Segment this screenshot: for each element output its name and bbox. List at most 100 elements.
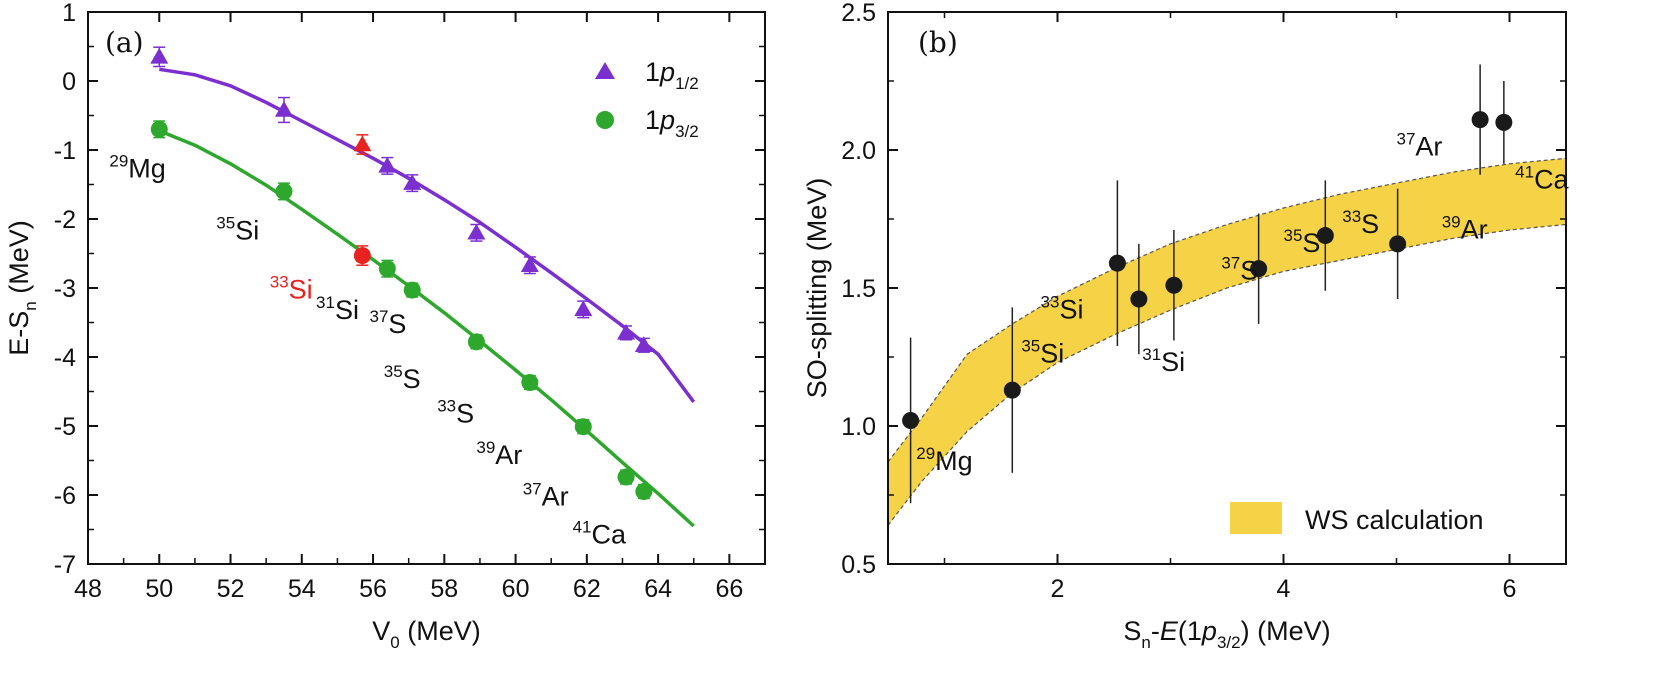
x-tick-label: 64 [644, 575, 672, 603]
legend-label: WS calculation [1305, 505, 1484, 535]
data-point-triangle [378, 156, 397, 173]
nucleus-label: 39Ar [1442, 212, 1488, 244]
axis-title-part: S [1123, 616, 1141, 646]
axis-title-italic: p [1201, 616, 1217, 646]
axis-title-part: E-S [4, 311, 34, 356]
data-point-circle [150, 120, 168, 138]
panel-a: 48 50 52 54 56 58 60 62 64 66 -7 -6 -5 -4 -3 -2 -1 0 1 29Mg… [4, 0, 766, 652]
y-tick-label: 0 [62, 68, 76, 96]
plot-frame [87, 11, 766, 565]
element-symbol: S [1361, 209, 1379, 239]
legend-text-sub: 1/2 [675, 74, 699, 93]
element-symbol: Ar [1415, 132, 1442, 162]
nucleus-label: 33S [1342, 207, 1379, 239]
nucleus-label: 31Si [316, 293, 359, 325]
data-point-circle [521, 374, 539, 392]
mass-number: 33 [1342, 207, 1361, 226]
mass-number: 35 [216, 214, 235, 233]
mass-number: 29 [916, 444, 935, 463]
y-tick-label: -4 [54, 344, 76, 372]
nucleus-label: 37S [369, 307, 406, 339]
x-tick-label: 62 [573, 575, 601, 603]
data-point-triangle [574, 300, 593, 317]
y-tick-label: -2 [54, 206, 76, 234]
data-point-circle [1165, 276, 1183, 294]
y-tick-label: -7 [54, 551, 76, 579]
y-tick-label: 0.5 [841, 551, 876, 579]
element-symbol: Si [235, 216, 259, 246]
panel-label: (a) [105, 26, 144, 59]
x-tick-label: 2 [1051, 575, 1065, 603]
legend-marker-triangle [595, 62, 615, 79]
axis-title-part: (MeV) [400, 616, 481, 646]
x-tick-label: 66 [715, 575, 743, 603]
data-point-circle [1471, 111, 1489, 129]
nucleus-label: 29Mg [916, 444, 972, 476]
nucleus-label: 37Ar [1397, 130, 1443, 162]
axis-title-sub: 3/2 [1217, 633, 1241, 652]
fit-curve [159, 67, 696, 403]
element-symbol: Ar [495, 440, 522, 470]
axis-title-part: ) (MeV) [1241, 616, 1331, 646]
element-symbol: Ca [592, 519, 627, 549]
plot-frame [887, 11, 1567, 565]
mass-number: 35 [384, 362, 403, 381]
mass-number: 31 [1142, 345, 1161, 364]
y-tick-label: -6 [54, 482, 76, 510]
legend-text-italic: p [659, 57, 675, 87]
element-symbol: S [1240, 256, 1258, 286]
element-symbol: Mg [128, 154, 166, 184]
legend-text-sub: 3/2 [675, 122, 699, 141]
mass-number: 33 [1041, 292, 1060, 311]
mass-number: 33 [437, 397, 456, 416]
x-tick-label: 6 [1503, 575, 1517, 603]
nucleus-label: 35Si [216, 214, 259, 246]
element-symbol: S [456, 399, 474, 429]
axis-title-sub: n [1141, 633, 1150, 652]
mass-number: 39 [476, 438, 495, 457]
element-symbol: Si [1161, 347, 1185, 377]
mass-number: 37 [369, 307, 388, 326]
nucleus-label: 33Si [270, 272, 313, 304]
axis-title-part: - [1151, 616, 1160, 646]
y-tick-label: 1 [62, 0, 76, 27]
panel-label: (b) [918, 26, 958, 59]
nucleus-label: 41Ca [1515, 163, 1569, 195]
data-point-triangle [634, 336, 653, 353]
mass-number: 41 [1515, 163, 1534, 182]
y-tick-label: -5 [54, 413, 76, 441]
data-point-circle [1250, 260, 1268, 278]
element-symbol: Si [1040, 339, 1064, 369]
x-tick-label: 54 [288, 575, 316, 603]
y-axis-title: SO-splitting (MeV) [802, 178, 832, 399]
element-symbol: S [388, 309, 406, 339]
nucleus-label: 37Ar [523, 479, 569, 511]
legend-swatch [1230, 502, 1282, 534]
element-symbol: Si [335, 295, 359, 325]
mass-number: 37 [1221, 254, 1240, 273]
x-axis-title: Sn-E(1p3/2) (MeV) [1123, 616, 1330, 652]
x-tick-label: 4 [1277, 575, 1291, 603]
legend-label: 1p1/2 [645, 57, 699, 93]
nucleus-label: 37S [1221, 254, 1258, 286]
y-tick-label: 2.5 [841, 0, 876, 27]
x-tick-label: 50 [145, 575, 173, 603]
nucleus-label: 35S [384, 362, 421, 394]
nucleus-label: 35Si [1021, 337, 1064, 369]
data-point-circle [275, 182, 293, 200]
x-axis-title: V0 (MeV) [372, 616, 480, 652]
axis-title-part: (MeV) [4, 220, 34, 301]
data-point-circle [467, 333, 485, 351]
element-symbol: Si [1059, 294, 1083, 324]
mass-number: 35 [1021, 337, 1040, 356]
x-tick-label: 58 [430, 575, 458, 603]
mass-number: 35 [1284, 226, 1303, 245]
ws-band-lower-edge [887, 223, 1567, 526]
axis-title-italic: E [1160, 616, 1179, 646]
element-symbol: Ar [1461, 214, 1488, 244]
nucleus-label: 41Ca [573, 517, 627, 549]
data-point-circle [1130, 290, 1148, 308]
legend-label: 1p3/2 [645, 105, 699, 141]
panel-b: 2 4 60.51.01.52.02.529Mg35Si33Si31Si37S35S… [802, 0, 1570, 652]
y-axis-title: E-Sn (MeV) [4, 220, 40, 355]
